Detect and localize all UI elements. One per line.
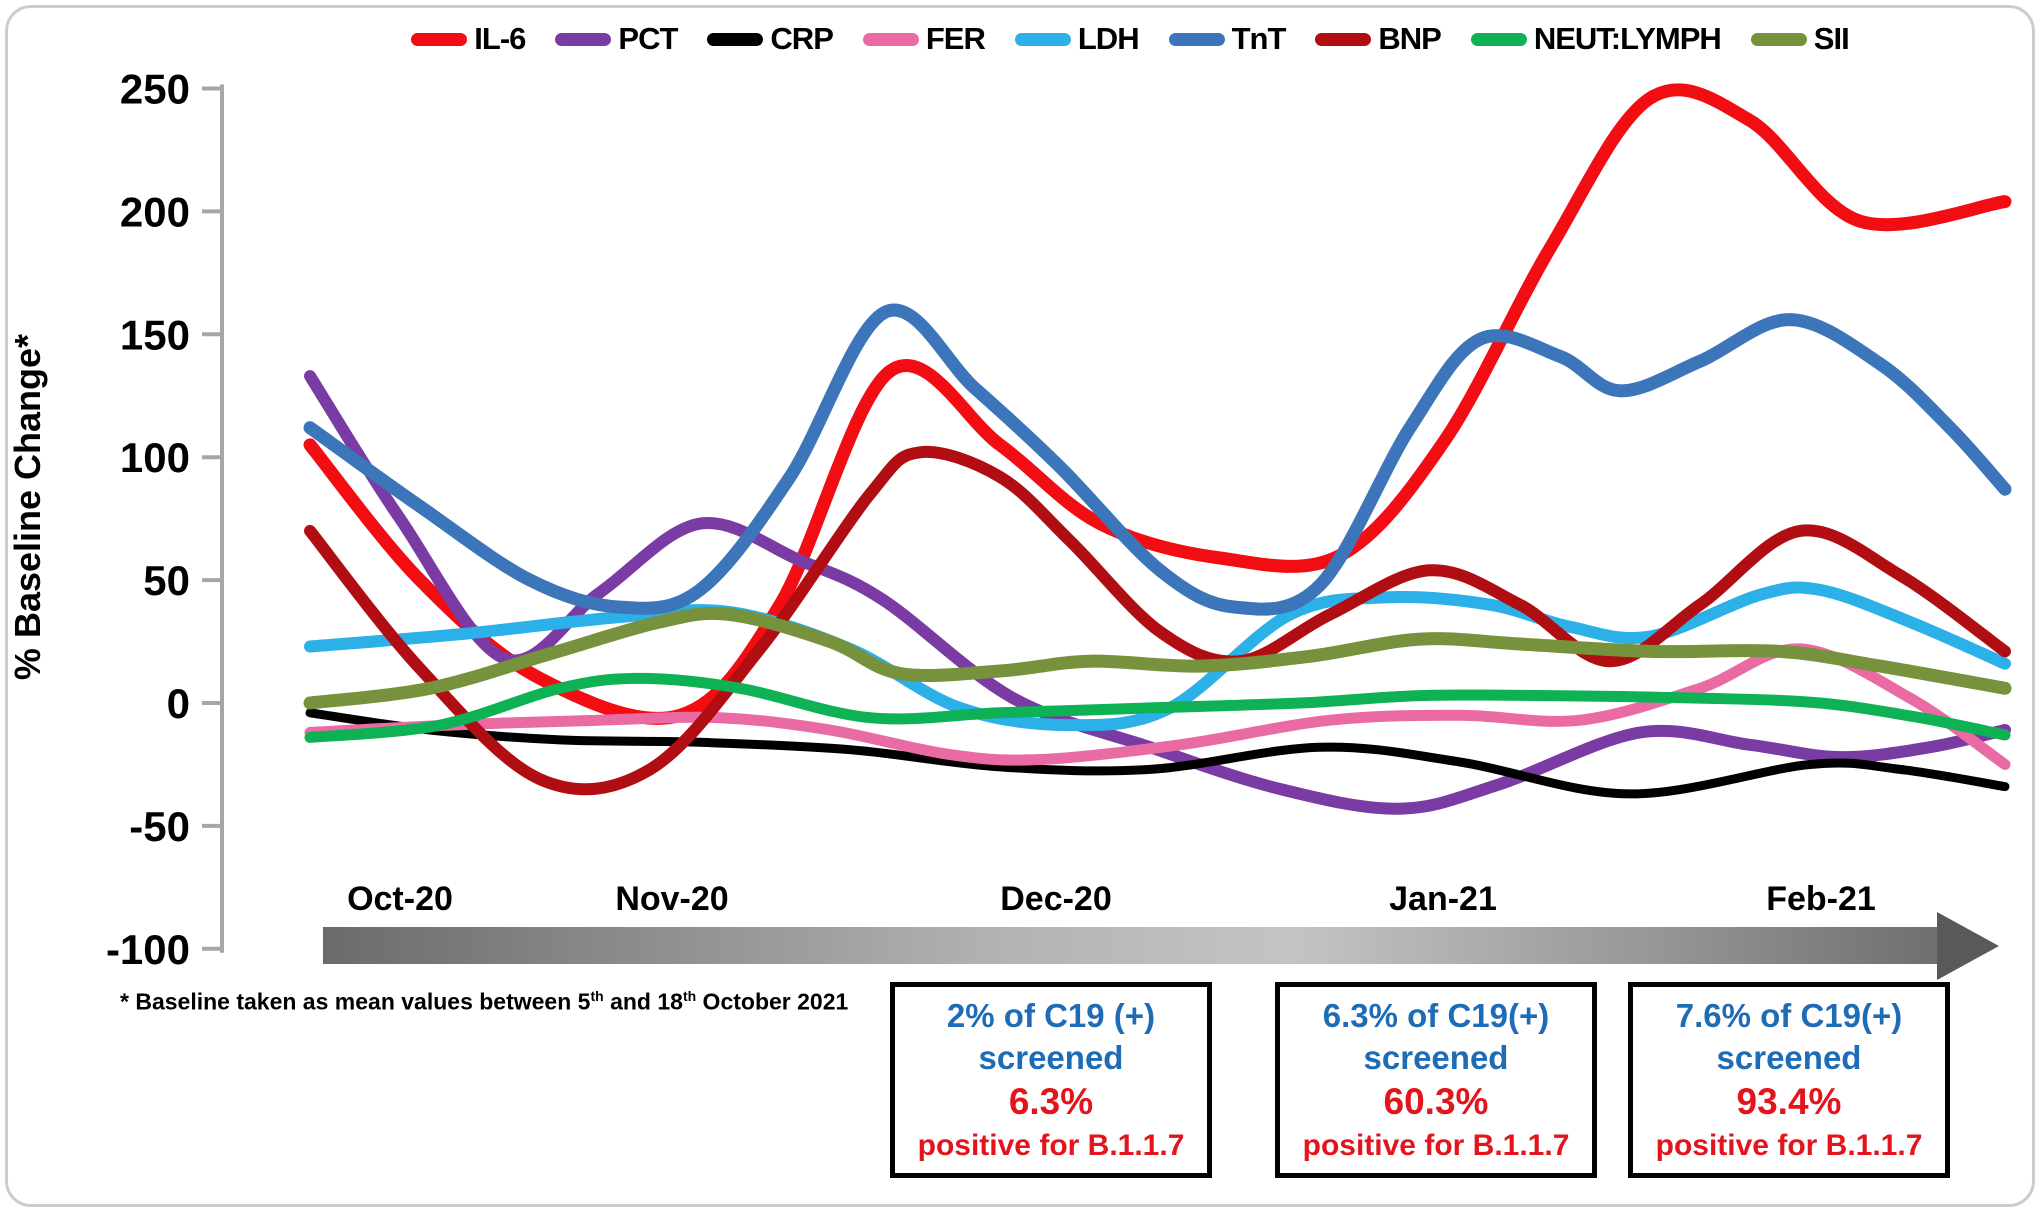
timeline-arrow-bar — [323, 927, 1939, 964]
footnote-sup: th — [682, 988, 697, 1004]
legend-item-pct: PCT — [555, 21, 678, 57]
legend-swatch-icon — [1750, 32, 1807, 46]
y-tick-label: -100 — [106, 926, 190, 973]
legend-swatch-icon — [411, 32, 468, 46]
month-label-jan-21: Jan-21 — [1389, 880, 1497, 918]
legend-label: SII — [1813, 21, 1850, 56]
annotation-box-jan: 6.3% of C19(+) screened 60.3% positive f… — [1275, 982, 1597, 1178]
annotation-box-dec: 2% of C19 (+) screened 6.3% positive for… — [890, 982, 1212, 1178]
legend-item-crp: CRP — [707, 21, 834, 57]
month-label-dec-20: Dec-20 — [1000, 880, 1112, 918]
screened-percent: 6.3% of C19(+) — [1322, 996, 1550, 1034]
positive-percent: 6.3% — [1008, 1081, 1094, 1123]
legend-swatch-icon — [1315, 32, 1372, 46]
legend-item-fer: FER — [862, 21, 986, 57]
legend-label: NEUT:LYMPH — [1533, 21, 1722, 56]
month-label-nov-20: Nov-20 — [615, 880, 729, 918]
footnote-sup: th — [590, 988, 604, 1004]
y-tick-label: -50 — [129, 803, 190, 850]
legend-swatch-icon — [555, 32, 612, 46]
legend-label: FER — [925, 21, 986, 56]
series-line-sii — [303, 606, 2012, 710]
positive-label: positive for B.1.1.7 — [1655, 1128, 1923, 1162]
positive-label: positive for B.1.1.7 — [917, 1128, 1185, 1162]
legend-label: PCT — [618, 21, 678, 56]
screened-word: screened — [978, 1038, 1124, 1076]
legend-item-il-6: IL-6 — [411, 21, 526, 57]
annotation-box-feb: 7.6% of C19(+) screened 93.4% positive f… — [1628, 982, 1950, 1178]
timeline-arrow-head-icon — [1937, 912, 1999, 980]
legend-swatch-icon — [707, 32, 764, 46]
series-line-pct — [304, 370, 2011, 815]
legend-label: CRP — [770, 21, 833, 56]
legend-label: LDH — [1077, 21, 1140, 56]
y-tick-label: 50 — [143, 557, 190, 604]
series-line-bnp — [304, 445, 2011, 796]
series-line-crp — [305, 708, 2010, 799]
footnote-text: * Baseline taken as mean values between … — [120, 988, 591, 1015]
positive-label: positive for B.1.1.7 — [1302, 1128, 1570, 1162]
screened-word: screened — [1363, 1038, 1509, 1076]
legend-item-tnt: TnT — [1168, 21, 1287, 57]
y-tick-label: 100 — [120, 434, 190, 481]
series-line-neut-lymph — [304, 672, 2011, 743]
legend-label: IL-6 — [474, 21, 526, 56]
screened-percent: 2% of C19 (+) — [946, 996, 1156, 1034]
legend-swatch-icon — [1014, 32, 1071, 46]
legend-item-bnp: BNP — [1315, 21, 1442, 57]
legend-item-neut-lymph: NEUT:LYMPH — [1470, 21, 1722, 57]
month-label-oct-20: Oct-20 — [347, 880, 453, 918]
positive-percent: 60.3% — [1383, 1081, 1489, 1123]
legend-label: BNP — [1378, 21, 1441, 56]
month-label-feb-21: Feb-21 — [1766, 880, 1876, 918]
y-tick-label: 0 — [167, 680, 190, 727]
screened-word: screened — [1716, 1038, 1862, 1076]
y-axis-title: % Baseline Change* — [7, 333, 48, 681]
screened-percent: 7.6% of C19(+) — [1675, 996, 1903, 1034]
chart-legend: IL-6 PCT CRP FER LDH TnT BNP NEUT:LYMPH SII — [250, 16, 2010, 62]
y-tick-label: 150 — [120, 311, 190, 358]
footnote-text: October 2021 — [696, 988, 849, 1015]
legend-label: TnT — [1231, 21, 1287, 56]
y-tick-label: 200 — [120, 188, 190, 235]
legend-item-ldh: LDH — [1014, 21, 1140, 57]
positive-percent: 93.4% — [1736, 1081, 1842, 1123]
legend-swatch-icon — [1470, 32, 1527, 46]
y-tick-label: 250 — [120, 66, 190, 113]
series-line-tnt — [303, 303, 2012, 616]
footnote-text: and 18 — [603, 988, 683, 1015]
legend-swatch-icon — [1168, 32, 1225, 46]
legend-swatch-icon — [862, 32, 919, 46]
baseline-footnote: * Baseline taken as mean values between … — [120, 988, 848, 1016]
legend-item-sii: SII — [1750, 21, 1850, 57]
